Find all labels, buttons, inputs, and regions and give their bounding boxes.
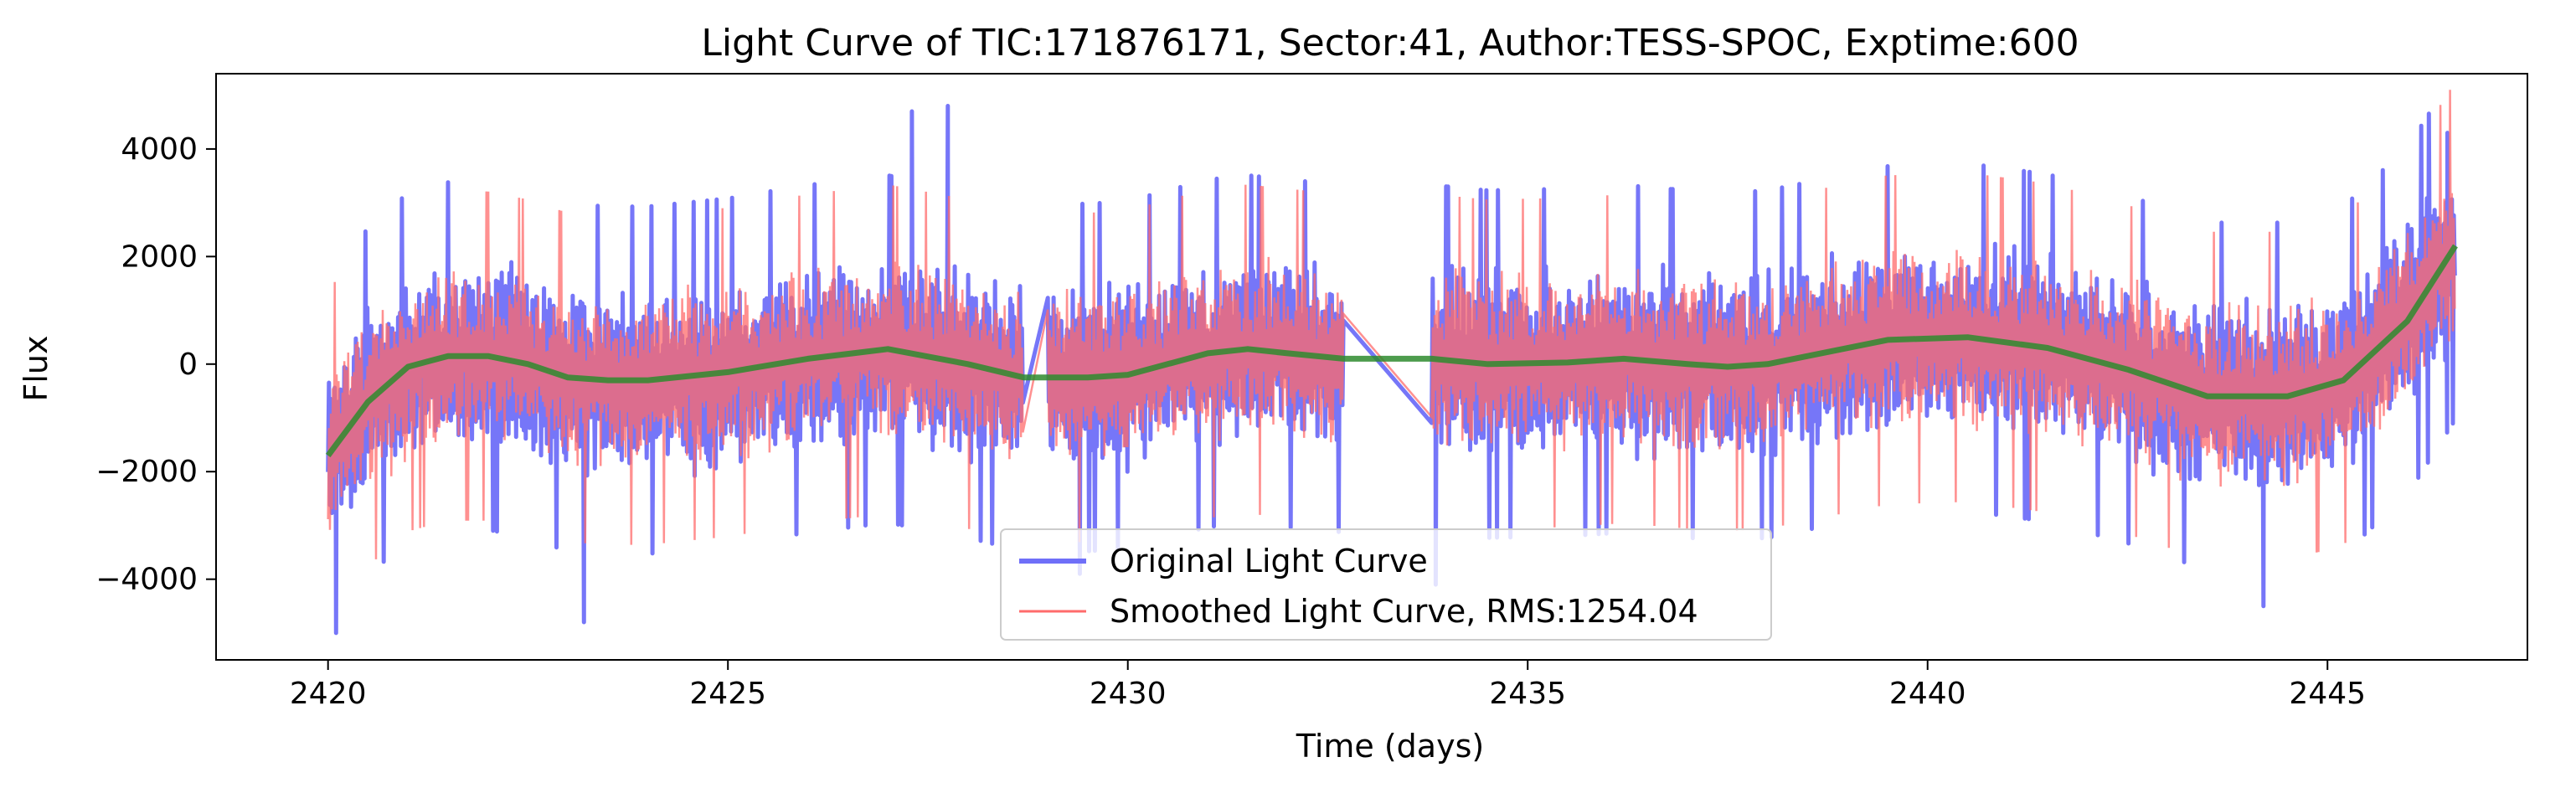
- y-tick-label: 2000: [121, 239, 198, 274]
- x-tick-label: 2420: [290, 677, 367, 711]
- x-tick-label: 2440: [1889, 677, 1966, 711]
- x-axis-label: Time (days): [1296, 728, 1484, 765]
- series-smoothed-light-curve: [327, 90, 2456, 559]
- legend-box: [1000, 528, 1772, 641]
- x-axis-ticks: 2420 2425 2430 2435 2440 2445: [290, 660, 2366, 711]
- legend-label: Original Light Curve: [1110, 543, 1428, 579]
- chart-title: Light Curve of TIC:171876171, Sector:41,…: [701, 22, 2079, 64]
- x-tick-label: 2430: [1090, 677, 1167, 711]
- y-axis-ticks: 4000 2000 0 −2000 −4000: [95, 132, 216, 597]
- x-tick-label: 2435: [1489, 677, 1566, 711]
- y-tick-label: 0: [178, 348, 198, 382]
- series-trend-line: [325, 244, 2458, 458]
- legend: Original Light Curve Smoothed Light Curve…: [1000, 528, 1772, 641]
- plot-area: [325, 90, 2458, 636]
- legend-label: Smoothed Light Curve, RMS:1254.04: [1110, 593, 1698, 630]
- x-tick-label: 2425: [689, 677, 766, 711]
- y-tick-label: −2000: [95, 455, 198, 489]
- y-tick-label: 4000: [121, 132, 198, 167]
- x-tick-label: 2445: [2289, 677, 2366, 711]
- plot-frame: [215, 73, 2528, 661]
- y-axis-label: Flux: [18, 336, 54, 402]
- y-tick-label: −4000: [95, 563, 198, 597]
